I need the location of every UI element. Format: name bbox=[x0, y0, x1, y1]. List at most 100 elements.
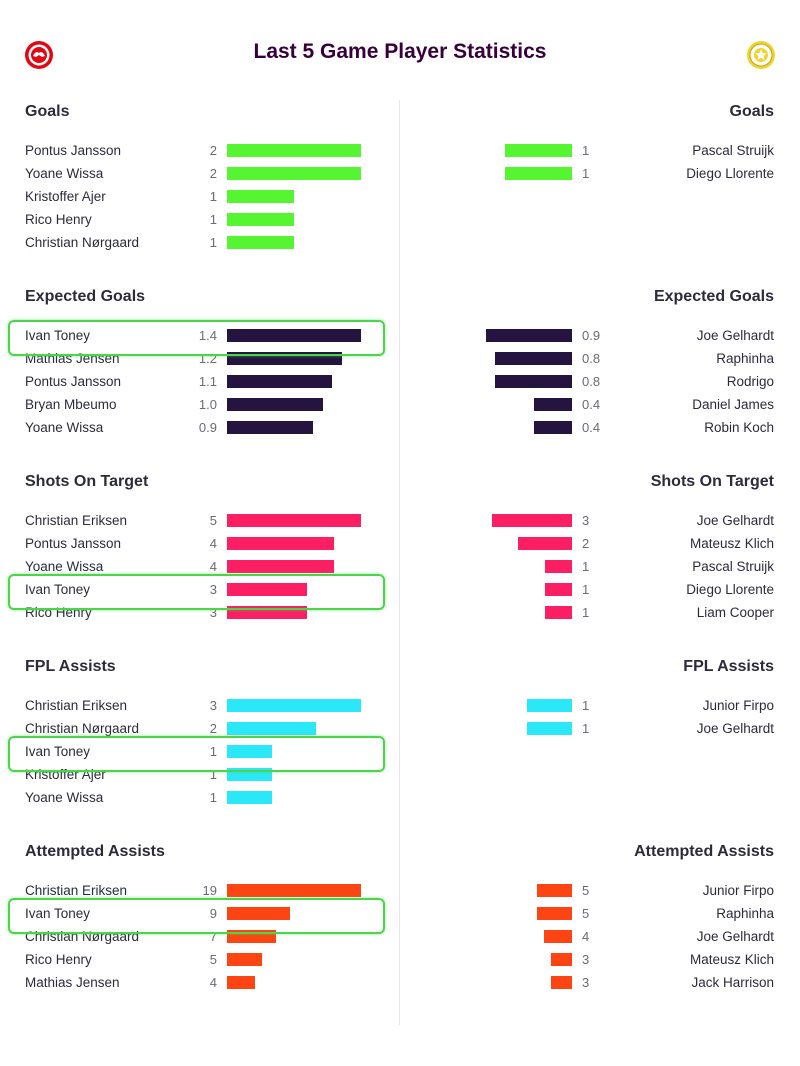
right-player-row: Diego Llorente 1 bbox=[400, 163, 800, 186]
player-name: Ivan Toney bbox=[25, 906, 91, 921]
stat-value: 3 bbox=[209, 582, 217, 597]
right-player-row: Joe Gelhardt 0.9 bbox=[400, 325, 800, 348]
stat-bar bbox=[495, 375, 572, 388]
player-name: Daniel James bbox=[692, 397, 774, 412]
left-player-row: Christian Eriksen 5 bbox=[0, 510, 400, 533]
stat-bar bbox=[227, 976, 255, 989]
right-player-row: Pascal Struijk 1 bbox=[400, 556, 800, 579]
page-title: Last 5 Game Player Statistics bbox=[253, 40, 547, 63]
left-player-row: Pontus Jansson 4 bbox=[0, 533, 400, 556]
stat-value: 0.8 bbox=[582, 351, 601, 366]
right-player-row: Raphinha 0.8 bbox=[400, 348, 800, 371]
stat-bar bbox=[537, 907, 572, 920]
stat-value: 9 bbox=[209, 906, 217, 921]
stat-value: 0.4 bbox=[582, 420, 601, 435]
highlight-box bbox=[8, 320, 385, 356]
left-player-row: Yoane Wissa 0.9 bbox=[0, 417, 400, 440]
stat-bar bbox=[227, 791, 272, 804]
stat-value: 1 bbox=[582, 698, 590, 713]
left-player-row: Christian Nørgaard 1 bbox=[0, 232, 400, 255]
right-player-row: Junior Firpo 1 bbox=[400, 695, 800, 718]
player-name: Pontus Jansson bbox=[25, 536, 122, 551]
right-section-title: Attempted Assists bbox=[634, 843, 774, 860]
stat-value: 3 bbox=[209, 605, 217, 620]
player-name: Mathias Jensen bbox=[25, 975, 120, 990]
stat-bar bbox=[227, 421, 313, 434]
left-player-row: Ivan Toney 1.4 bbox=[0, 325, 400, 348]
right-player-row: Diego Llorente 1 bbox=[400, 579, 800, 602]
right-section-title: Shots On Target bbox=[650, 473, 774, 490]
stat-value: 5 bbox=[582, 906, 590, 921]
stat-bar bbox=[227, 745, 272, 758]
player-name: Christian Nørgaard bbox=[25, 721, 140, 736]
stat-bar bbox=[551, 953, 572, 966]
right-player-row: Raphinha 5 bbox=[400, 903, 800, 926]
stat-bar bbox=[537, 884, 572, 897]
player-name: Pascal Struijk bbox=[692, 559, 774, 574]
player-name: Joe Gelhardt bbox=[696, 929, 774, 944]
stat-bar bbox=[227, 329, 361, 342]
stat-value: 3 bbox=[582, 975, 590, 990]
stat-bar bbox=[545, 606, 572, 619]
stat-bar bbox=[527, 722, 572, 735]
left-player-row: Pontus Jansson 2 bbox=[0, 140, 400, 163]
left-player-row: Mathias Jensen 4 bbox=[0, 972, 400, 995]
stat-bar bbox=[227, 514, 361, 527]
stat-bar bbox=[227, 583, 307, 596]
player-name: Ivan Toney bbox=[25, 328, 91, 343]
stat-value: 4 bbox=[209, 559, 217, 574]
stat-value: 1.4 bbox=[198, 328, 217, 343]
player-name: Diego Llorente bbox=[686, 166, 774, 181]
left-player-row: Kristoffer Ajer 1 bbox=[0, 186, 400, 209]
column-divider bbox=[399, 100, 400, 1025]
right-player-row: Junior Firpo 5 bbox=[400, 880, 800, 903]
stat-bar bbox=[534, 421, 572, 434]
right-section-title: Goals bbox=[729, 103, 774, 120]
left-section-title: Attempted Assists bbox=[25, 843, 165, 860]
left-player-row: Yoane Wissa 1 bbox=[0, 787, 400, 810]
stat-value: 2 bbox=[582, 536, 590, 551]
player-name: Jack Harrison bbox=[691, 975, 774, 990]
stat-value: 1 bbox=[582, 721, 590, 736]
player-name: Robin Koch bbox=[704, 420, 774, 435]
player-name: Joe Gelhardt bbox=[696, 513, 774, 528]
stat-value: 4 bbox=[209, 536, 217, 551]
left-player-row: Christian Nørgaard 2 bbox=[0, 718, 400, 741]
highlight-box bbox=[8, 574, 385, 610]
stat-value: 1 bbox=[582, 143, 590, 158]
left-player-row: Bryan Mbeumo 1.0 bbox=[0, 394, 400, 417]
player-name: Joe Gelhardt bbox=[696, 721, 774, 736]
player-name: Pascal Struijk bbox=[692, 143, 774, 158]
left-player-row: Ivan Toney 1 bbox=[0, 741, 400, 764]
stat-value: 1 bbox=[582, 559, 590, 574]
stat-bar bbox=[518, 537, 572, 550]
stat-value: 0.4 bbox=[582, 397, 601, 412]
stat-bar bbox=[544, 930, 572, 943]
player-name: Rico Henry bbox=[25, 212, 92, 227]
stat-value: 1 bbox=[209, 189, 217, 204]
right-section-title: FPL Assists bbox=[683, 658, 774, 675]
player-name: Yoane Wissa bbox=[25, 420, 104, 435]
stat-bar bbox=[227, 375, 332, 388]
right-player-row: Mateusz Klich 3 bbox=[400, 949, 800, 972]
right-player-row: Daniel James 0.4 bbox=[400, 394, 800, 417]
right-player-row: Joe Gelhardt 1 bbox=[400, 718, 800, 741]
stat-bar bbox=[227, 722, 316, 735]
brentford-crest-icon bbox=[25, 41, 53, 69]
stat-bar bbox=[492, 514, 572, 527]
player-name: Pontus Jansson bbox=[25, 143, 122, 158]
stat-value: 1 bbox=[582, 166, 590, 181]
stat-value: 1 bbox=[582, 605, 590, 620]
stat-value: 7 bbox=[209, 929, 217, 944]
left-section-title: FPL Assists bbox=[25, 658, 116, 675]
stat-value: 1 bbox=[209, 212, 217, 227]
stat-value: 1 bbox=[209, 767, 217, 782]
leeds-crest-icon bbox=[747, 41, 775, 69]
stat-bar bbox=[486, 329, 572, 342]
left-player-row: Pontus Jansson 1.1 bbox=[0, 371, 400, 394]
player-name: Mateusz Klich bbox=[689, 536, 774, 551]
left-player-row: Rico Henry 1 bbox=[0, 209, 400, 232]
stat-bar bbox=[227, 953, 262, 966]
player-name: Christian Eriksen bbox=[25, 883, 128, 898]
stat-value: 5 bbox=[582, 883, 590, 898]
